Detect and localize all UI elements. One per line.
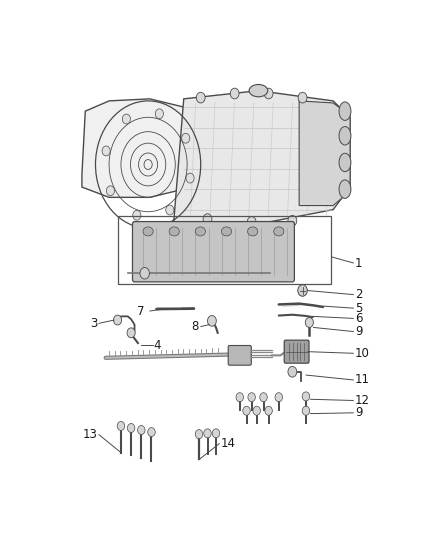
Circle shape <box>275 393 283 402</box>
Circle shape <box>265 406 272 415</box>
Circle shape <box>203 214 212 224</box>
Bar <box>117 216 332 284</box>
Text: 9: 9 <box>355 406 363 419</box>
Polygon shape <box>299 101 350 206</box>
Circle shape <box>288 366 297 377</box>
Polygon shape <box>82 99 191 197</box>
Circle shape <box>208 316 216 326</box>
Circle shape <box>155 109 163 119</box>
Ellipse shape <box>143 227 153 236</box>
Text: 1: 1 <box>355 256 363 270</box>
Circle shape <box>204 429 211 438</box>
Circle shape <box>133 211 141 220</box>
Circle shape <box>298 285 307 296</box>
Circle shape <box>230 88 239 99</box>
Text: 8: 8 <box>192 320 199 333</box>
Circle shape <box>302 406 310 415</box>
Text: 5: 5 <box>355 302 363 314</box>
Circle shape <box>140 268 149 279</box>
Ellipse shape <box>247 227 258 236</box>
Circle shape <box>302 392 310 401</box>
Text: 7: 7 <box>137 304 145 318</box>
Ellipse shape <box>339 126 351 145</box>
Circle shape <box>138 425 145 434</box>
Text: 10: 10 <box>355 347 370 360</box>
Circle shape <box>106 186 115 196</box>
Ellipse shape <box>195 227 205 236</box>
Circle shape <box>113 315 122 325</box>
Ellipse shape <box>339 153 351 172</box>
Text: 9: 9 <box>355 325 363 338</box>
Circle shape <box>148 427 155 437</box>
Text: 11: 11 <box>355 374 370 386</box>
Circle shape <box>288 215 297 226</box>
Text: 6: 6 <box>355 312 363 325</box>
Circle shape <box>122 114 131 124</box>
Ellipse shape <box>274 227 284 236</box>
Circle shape <box>236 393 244 402</box>
Circle shape <box>102 146 110 156</box>
Circle shape <box>212 429 220 438</box>
Text: 12: 12 <box>355 394 370 407</box>
Circle shape <box>248 393 255 402</box>
Ellipse shape <box>339 102 351 120</box>
Circle shape <box>243 406 250 415</box>
FancyBboxPatch shape <box>284 340 309 363</box>
Circle shape <box>166 205 174 215</box>
Text: 4: 4 <box>154 338 161 352</box>
Text: 14: 14 <box>221 437 236 450</box>
Ellipse shape <box>169 227 179 236</box>
Circle shape <box>182 133 190 143</box>
FancyBboxPatch shape <box>228 345 251 365</box>
Text: 13: 13 <box>82 428 97 441</box>
Circle shape <box>127 328 135 338</box>
Ellipse shape <box>222 227 232 236</box>
Circle shape <box>186 173 194 183</box>
Circle shape <box>127 424 135 432</box>
FancyBboxPatch shape <box>132 222 294 282</box>
Text: 3: 3 <box>90 317 97 330</box>
Circle shape <box>195 430 203 439</box>
Circle shape <box>298 92 307 103</box>
Ellipse shape <box>339 180 351 198</box>
Ellipse shape <box>249 84 268 97</box>
Circle shape <box>264 88 273 99</box>
Text: 2: 2 <box>355 288 363 301</box>
Circle shape <box>196 92 205 103</box>
Circle shape <box>260 393 267 402</box>
Circle shape <box>305 318 314 327</box>
Circle shape <box>253 406 261 415</box>
Circle shape <box>117 422 125 431</box>
Circle shape <box>247 216 256 227</box>
Polygon shape <box>173 91 350 224</box>
